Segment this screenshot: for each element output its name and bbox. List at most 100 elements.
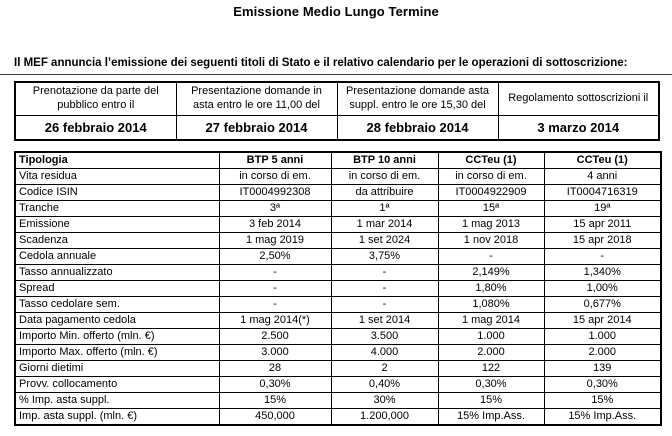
table-row: Spread - -1,80% 1,00% — [14, 280, 662, 297]
cell-value: 2,50% — [218, 248, 332, 265]
table-row: Tasso cedolare sem. - -1,080% 0,677% — [14, 296, 662, 313]
calendar-header-row: Prenotazione da parte del pubblico entro… — [14, 81, 660, 116]
table-row: Tranche 3ª 1ª 15ª 19ª — [14, 200, 662, 217]
row-label: Spread — [14, 280, 220, 297]
column-header-cell: BTP 5 anni — [218, 151, 332, 169]
cell-value: 2.000 — [437, 344, 545, 361]
cell-value: - — [218, 280, 332, 297]
cell-value: 1,340% — [543, 264, 662, 281]
cell-value: - — [330, 280, 439, 297]
cell-value: 2.000 — [543, 344, 662, 361]
page-title: Emissione Medio Lungo Termine — [233, 4, 439, 19]
cell-value: 450,000 — [218, 408, 332, 426]
calendar-date-cell: 27 febbraio 2014 — [175, 114, 338, 141]
cell-value: 15% Imp.Ass. — [543, 408, 662, 426]
cell-value: 15% — [437, 392, 545, 409]
table-row: Imp. asta suppl. (mln. €) 450,000 1.200,00… — [14, 408, 662, 426]
table-row: Data pagamento cedola 1 mag 2014(*) 1 set … — [14, 312, 662, 329]
calendar-date-cell: 3 marzo 2014 — [497, 114, 660, 141]
cell-value: 15% — [218, 392, 332, 409]
row-label: Importo Min. offerto (mln. €) — [14, 328, 220, 345]
table-row: Cedola annuale 2,50% 3,75% - - — [14, 248, 662, 265]
calendar-date-row: 26 febbraio 2014 27 febbraio 2014 28 febbr… — [14, 114, 660, 141]
cell-value: 3.500 — [330, 328, 439, 345]
row-label: Data pagamento cedola — [14, 312, 220, 329]
table-row: Provv. collocamento 0,30% 0,40% 0,30% 0,30% — [14, 376, 662, 393]
row-label: Cedola annuale — [14, 248, 220, 265]
calendar-header-cell: Regolamento sottoscrizioni il — [497, 81, 660, 116]
calendar-header-cell: Presentazione domande asta suppl. entro … — [336, 81, 499, 116]
cell-value: 1,80% — [437, 280, 545, 297]
cell-value: 2.500 — [218, 328, 332, 345]
intro-text: Il MEF annuncia l’emissione dei seguenti… — [14, 57, 628, 69]
cell-value: 30% — [330, 392, 439, 409]
cell-value: - — [330, 296, 439, 313]
row-label: Imp. asta suppl. (mln. €) — [14, 408, 220, 426]
cell-value: IT0004922909 — [437, 184, 545, 201]
cell-value: in corso di em. — [437, 168, 545, 185]
cell-value: 15% Imp.Ass. — [437, 408, 545, 426]
cell-value: 1.200,000 — [330, 408, 439, 426]
cell-value: 2 — [330, 360, 439, 377]
calendar-header-cell: Prenotazione da parte del pubblico entro… — [14, 81, 177, 116]
horizontal-rule — [0, 74, 672, 75]
cell-value: 1 mag 2013 — [437, 216, 545, 233]
row-label: Codice ISIN — [14, 184, 220, 201]
cell-value: 1,080% — [437, 296, 545, 313]
cell-value: 1 mag 2014(*) — [218, 312, 332, 329]
cell-value: 1 mar 2014 — [330, 216, 439, 233]
table-row: % Imp. asta suppl. 15% 30% 15% 15% — [14, 392, 662, 409]
cell-value: 139 — [543, 360, 662, 377]
cell-value: 1,00% — [543, 280, 662, 297]
row-label: Giorni dietimi — [14, 360, 220, 377]
cell-value: 1 nov 2018 — [437, 232, 545, 249]
table-row: Emissione 3 feb 2014 1 mar 2014 1 mag 2013 1… — [14, 216, 662, 233]
cell-value: 3 feb 2014 — [218, 216, 332, 233]
cell-value: 15ª — [437, 200, 545, 217]
cell-value: - — [543, 248, 662, 265]
table-row: Scadenza 1 mag 2019 1 set 2024 1 nov 2018 15… — [14, 232, 662, 249]
calendar-date-cell: 28 febbraio 2014 — [336, 114, 499, 141]
column-header-cell: CCTeu (1) — [437, 151, 545, 169]
calendar-header-cell: Presentazione domande in asta entro le o… — [175, 81, 338, 116]
cell-value: 3.000 — [218, 344, 332, 361]
cell-value: da attribuire — [330, 184, 439, 201]
row-label: Tasso annualizzato — [14, 264, 220, 281]
cell-value: - — [218, 296, 332, 313]
cell-value: 15 apr 2018 — [543, 232, 662, 249]
column-header-cell: CCTeu (1) — [543, 151, 662, 169]
cell-value: 3,75% — [330, 248, 439, 265]
cell-value: 0,30% — [543, 376, 662, 393]
cell-value: - — [218, 264, 332, 281]
cell-value: 19ª — [543, 200, 662, 217]
cell-value: 0,30% — [218, 376, 332, 393]
calendar-table: Prenotazione da parte del pubblico entro… — [14, 81, 660, 141]
row-label: Vita residua — [14, 168, 220, 185]
row-label: Tasso cedolare sem. — [14, 296, 220, 313]
row-label: Provv. collocamento — [14, 376, 220, 393]
row-label: Importo Max. offerto (mln. €) — [14, 344, 220, 361]
cell-value: 1 mag 2019 — [218, 232, 332, 249]
securities-header-row: Tipologia BTP 5 anni BTP 10 anni CCTeu (1) C… — [14, 151, 662, 169]
table-row: Vita residua in corso di em. in corso di e… — [14, 168, 662, 185]
cell-value: 28 — [218, 360, 332, 377]
column-header-cell: BTP 10 anni — [330, 151, 439, 169]
cell-value: 1.000 — [543, 328, 662, 345]
cell-value: 1.000 — [437, 328, 545, 345]
cell-value: - — [437, 248, 545, 265]
cell-value: 4.000 — [330, 344, 439, 361]
cell-value: 122 — [437, 360, 545, 377]
cell-value: 2,149% — [437, 264, 545, 281]
row-label: % Imp. asta suppl. — [14, 392, 220, 409]
table-row: Importo Max. offerto (mln. €) 3.000 4.000 2… — [14, 344, 662, 361]
table-row: Codice ISIN IT0004992308 da attribuire IT00… — [14, 184, 662, 201]
cell-value: 0,40% — [330, 376, 439, 393]
table-row: Tasso annualizzato - -2,149% 1,340% — [14, 264, 662, 281]
cell-value: in corso di em. — [330, 168, 439, 185]
cell-value: 15% — [543, 392, 662, 409]
table-row: Importo Min. offerto (mln. €) 2.500 3.500 1… — [14, 328, 662, 345]
cell-value: 15 apr 2011 — [543, 216, 662, 233]
cell-value: 3ª — [218, 200, 332, 217]
cell-value: in corso di em. — [218, 168, 332, 185]
cell-value: 1 set 2024 — [330, 232, 439, 249]
